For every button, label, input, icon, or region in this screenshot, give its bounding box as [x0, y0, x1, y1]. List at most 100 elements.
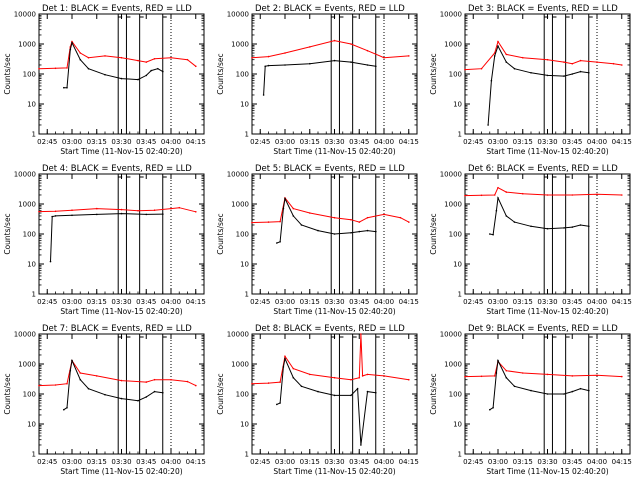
series-point-lld [408, 55, 410, 57]
x-tick-label: 02:45 [250, 298, 270, 306]
y-axis-label: Counts/sec [429, 373, 438, 414]
series-point-events [292, 215, 295, 217]
series-point-lld [145, 381, 148, 383]
series-point-events [71, 42, 73, 44]
plot-frame [464, 13, 631, 135]
x-tick-label: 04:00 [374, 458, 394, 466]
y-tick-label: 10000 [14, 331, 36, 339]
series-point-events [505, 61, 508, 63]
x-tick-label: 03:45 [562, 458, 582, 466]
series-point-events [276, 403, 278, 406]
series-point-events [66, 406, 68, 409]
series-point-events [505, 215, 508, 217]
series-line-events [276, 357, 376, 446]
series-point-lld [137, 59, 139, 62]
x-tick-label: 03:30 [537, 458, 557, 466]
y-tick-label: 10 [453, 261, 462, 269]
series-point-lld [361, 375, 364, 377]
x-tick-label: 04:00 [161, 458, 181, 466]
x-tick-label: 03:30 [537, 138, 557, 146]
y-tick-label: 1000 [231, 201, 249, 209]
series-point-events [513, 385, 516, 388]
x-tick-label: 03:15 [513, 298, 533, 306]
x-tick-label: 03:15 [513, 458, 533, 466]
series-point-events [350, 394, 352, 397]
x-tick-label: 02:45 [250, 458, 270, 466]
y-tick-label: 1 [245, 451, 249, 459]
series-point-lld [195, 65, 197, 68]
x-tick-label: 04:15 [612, 298, 632, 306]
series-point-lld [79, 372, 82, 374]
series-point-lld [505, 191, 508, 193]
series-point-lld [464, 68, 466, 71]
y-tick-label: 10000 [227, 331, 249, 339]
series-point-events [145, 74, 148, 77]
series-point-lld [309, 373, 311, 376]
series-point-events [282, 366, 285, 368]
y-tick-label: 1 [245, 291, 249, 299]
series-point-events [530, 389, 532, 392]
series-point-lld [279, 220, 281, 223]
series-point-lld [170, 378, 172, 381]
series-point-lld [621, 375, 623, 378]
x-tick-label: 04:00 [587, 458, 607, 466]
x-axis-label: Start Time (11-Nov-15 02:40:20) [486, 147, 608, 156]
series-point-events [145, 213, 148, 216]
series-point-lld [571, 375, 574, 377]
series-point-events [104, 393, 106, 396]
series-point-lld [153, 378, 156, 381]
series-line-lld [464, 40, 622, 71]
series-point-events [79, 58, 82, 61]
series-point-lld [71, 40, 73, 43]
series-point-events [546, 393, 549, 395]
series-point-lld [497, 186, 499, 189]
series-point-lld [54, 67, 57, 70]
series-point-lld [408, 221, 410, 223]
series-point-lld [350, 43, 352, 45]
x-tick-label: 03:00 [62, 298, 82, 306]
x-tick-label: 03:30 [111, 458, 131, 466]
series-line-events [63, 41, 164, 89]
x-tick-label: 02:45 [37, 298, 57, 306]
series-line-events [50, 213, 163, 262]
series-point-events [492, 233, 494, 236]
series-line-events [276, 197, 376, 244]
y-tick-label: 100 [23, 71, 36, 79]
series-line-lld [38, 40, 197, 70]
y-tick-label: 10 [240, 421, 249, 429]
series-point-lld [251, 221, 253, 224]
x-tick-label: 03:00 [62, 138, 82, 146]
y-tick-label: 1000 [444, 41, 462, 49]
y-tick-label: 1 [32, 131, 36, 139]
series-point-lld [522, 192, 524, 195]
series-line-lld [38, 359, 197, 387]
series-point-lld [464, 375, 466, 378]
series-point-lld [292, 207, 295, 210]
x-tick-label: 03:00 [488, 458, 508, 466]
y-tick-label: 10000 [440, 171, 462, 179]
series-point-events [350, 61, 352, 63]
series-point-lld [38, 210, 40, 213]
x-tick-label: 03:15 [87, 458, 107, 466]
panel-title: Det 6: BLACK = Events, RED = LLD [468, 164, 618, 174]
x-axis-label: Start Time (11-Nov-15 02:40:20) [486, 307, 608, 316]
y-axis-label: Counts/sec [3, 53, 12, 94]
y-axis-label: Counts/sec [3, 213, 12, 254]
series-point-lld [54, 384, 57, 386]
y-tick-label: 100 [23, 391, 36, 399]
panel-title: Det 9: BLACK = Events, RED = LLD [468, 324, 618, 334]
y-tick-label: 10 [453, 421, 462, 429]
x-tick-label: 03:30 [111, 138, 131, 146]
series-point-events [546, 74, 549, 77]
series-point-lld [497, 40, 499, 43]
series-point-lld [399, 216, 402, 219]
series-point-events [513, 221, 516, 223]
series-point-events [588, 225, 590, 228]
series-point-events [309, 62, 311, 65]
series-point-events [162, 392, 164, 394]
series-point-events [579, 224, 582, 226]
panel-title: Det 1: BLACK = Events, RED = LLD [42, 4, 192, 14]
x-axis-label: Start Time (11-Nov-15 02:40:20) [60, 307, 182, 316]
series-point-events [300, 385, 303, 388]
series-point-events [63, 408, 65, 411]
